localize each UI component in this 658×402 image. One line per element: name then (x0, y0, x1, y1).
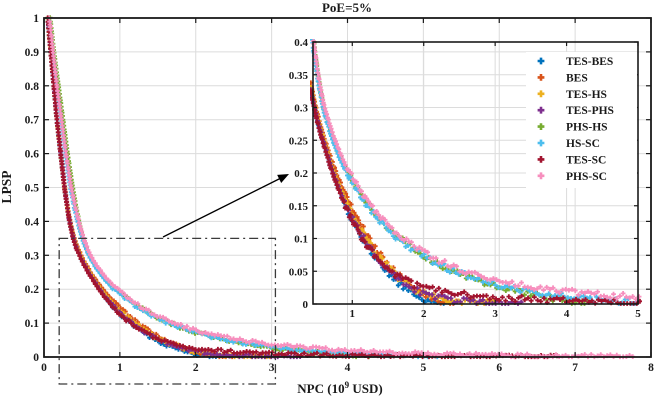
zoom-arrow (162, 174, 289, 238)
legend-marker-TES-HS (537, 90, 545, 98)
legend: TES-BES BES TES-HS TES-PHS PHS-HS HS-SC TES-SC… (526, 52, 637, 188)
inset-plot-ytick-label: 0 (303, 299, 309, 311)
inset-plot-xtick-label: 3 (492, 308, 498, 320)
inset-plot-ytick-label: 0.25 (289, 135, 309, 147)
main-plot-xtick-label: 3 (269, 362, 275, 374)
main-plot-ytick-label: 0.9 (25, 47, 40, 59)
legend-item-PHS-HS: PHS-HS (537, 122, 608, 134)
y-axis-label: LPSP (0, 170, 14, 203)
legend-item-PHS-SC: PHS-SC (537, 171, 607, 183)
legend-item-TES-SC: TES-SC (537, 154, 606, 166)
x-axis-label-exponent: 9 (345, 380, 350, 390)
main-plot-ytick-label: 0.3 (25, 250, 40, 262)
chart-title: PoE=5% (322, 0, 372, 15)
main-plot-xtick-label: 1 (117, 362, 123, 374)
legend-label: BES (566, 72, 588, 84)
inset-plot-ytick-label: 0.15 (289, 201, 309, 213)
legend-background (526, 52, 637, 188)
legend-label: HS-SC (566, 138, 600, 150)
x-axis-label-suffix: USD) (349, 381, 383, 396)
legend-label: TES-SC (566, 154, 606, 166)
legend-label: PHS-SC (566, 171, 607, 183)
legend-item-TES-BES: TES-BES (537, 56, 613, 68)
inset-plot-ytick-label: 0.1 (294, 234, 308, 246)
legend-item-TES-PHS: TES-PHS (537, 105, 614, 117)
main-plot-ytick-label: 1 (33, 13, 39, 25)
main-plot-ticks (43, 17, 652, 358)
main-plot-ytick-label: 0.5 (25, 183, 40, 195)
main-plot-tick-labels: 0 1 2 3 4 5 6 7 8 0 0.1 0.2 0.3 0.4 0.5 0.6 0.7 0.8 0.9 1 (25, 13, 655, 374)
legend-marker-BES (537, 74, 545, 81)
inset-plot-xtick-label: 1 (350, 308, 356, 320)
main-plot-xtick-label: 2 (193, 362, 199, 374)
main-plot-xtick-label: 4 (345, 362, 351, 374)
x-axis-label: NPC (109 USD) (297, 380, 382, 396)
legend-item-HS-SC: HS-SC (537, 138, 600, 150)
inset-plot-ytick-label: 0.2 (294, 168, 308, 180)
main-plot-ytick-label: 0.7 (25, 115, 40, 127)
legend-label: TES-BES (566, 56, 613, 68)
legend-marker-HS-SC (537, 139, 545, 147)
inset-plot-xtick-label: 2 (421, 308, 427, 320)
inset-plot-series (310, 39, 642, 306)
legend-marker-PHS-SC (537, 172, 545, 180)
main-plot-ytick-label: 0.4 (25, 216, 40, 228)
main-plot-xtick-label: 6 (496, 362, 502, 374)
main-plot-ytick-label: 0 (33, 352, 39, 364)
legend-label: TES-HS (566, 89, 607, 101)
main-plot-series (45, 15, 636, 360)
inset-plot-ytick-label: 0.05 (289, 266, 309, 278)
legend-marker-PHS-HS (537, 123, 545, 130)
legend-label: TES-PHS (566, 105, 614, 117)
legend-marker-TES-BES (537, 57, 545, 65)
legend-item-TES-HS: TES-HS (537, 89, 607, 101)
inset-plot-ytick-label: 0.35 (289, 70, 309, 82)
legend-item-BES: BES (537, 72, 588, 84)
zoom-region-box (58, 237, 277, 385)
inset-plot-ytick-label: 0.3 (294, 103, 308, 115)
main-plot-ytick-label: 0.6 (25, 149, 40, 161)
main-plot-xtick-label: 0 (41, 362, 47, 374)
chart-layers: 0 1 2 3 4 5 6 7 8 0 0.1 0.2 0.3 0.4 0.5 0.6 0.7 0.8 0.9 1 1 2… (25, 13, 655, 385)
x-axis-label-prefix: NPC (10 (297, 381, 344, 396)
legend-marker-TES-PHS (537, 106, 545, 114)
main-plot-xtick-label: 8 (648, 362, 654, 374)
main-plot-xtick-label: 7 (572, 362, 578, 374)
inset-plot-xtick-label: 5 (635, 308, 641, 320)
main-plot-ytick-label: 0.8 (25, 81, 40, 93)
main-plot-xtick-label: 5 (421, 362, 427, 374)
inset-plot-series-BES (310, 80, 459, 306)
inset-plot-ytick-label: 0.4 (294, 37, 308, 49)
main-plot-ytick-label: 0.1 (25, 318, 40, 330)
inset-plot-tick-labels: 1 2 3 4 5 0 0.05 0.1 0.15 0.2 0.25 0.3 0.35 0.4 (289, 37, 642, 320)
inset-plot-xtick-label: 4 (564, 308, 570, 320)
main-plot-series-BES (45, 15, 235, 360)
main-plot-ytick-label: 0.2 (25, 284, 40, 296)
legend-label: PHS-HS (566, 122, 608, 134)
legend-marker-TES-SC (537, 156, 545, 163)
